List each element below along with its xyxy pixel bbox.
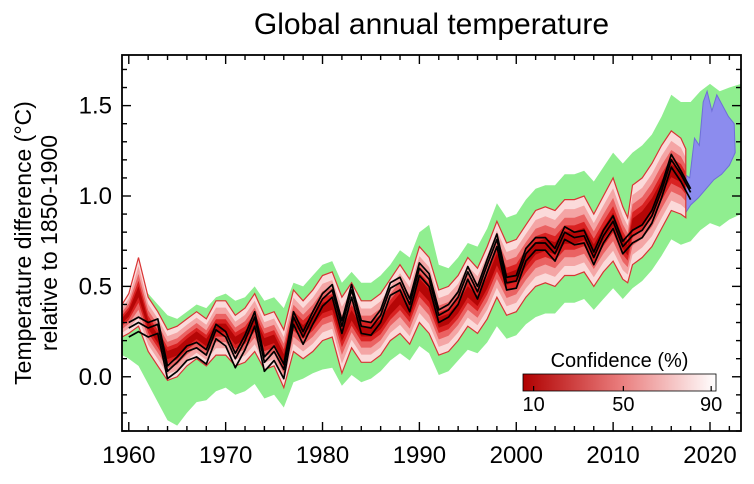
- observation-line-3: [128, 153, 692, 367]
- legend-tick-label-50: 50: [612, 394, 634, 416]
- legend-colorbar: [522, 373, 717, 392]
- legend-title: Confidence (%): [551, 350, 689, 372]
- legend-tick-label-90: 90: [700, 394, 722, 416]
- x-tick-label-1980: 1980: [296, 442, 349, 469]
- legend-tick-label-10: 10: [522, 394, 544, 416]
- x-tick-label-2000: 2000: [490, 442, 543, 469]
- projection-region-blue: [680, 89, 736, 216]
- confidence-band-red-level-1: [122, 140, 686, 381]
- y-tick-label-0.5: 0.5: [79, 273, 112, 300]
- y-tick-label-1.5: 1.5: [79, 93, 112, 120]
- y-tick-label-1: 1.0: [79, 183, 112, 210]
- x-tick-label-1970: 1970: [199, 442, 252, 469]
- plot-layers: [122, 83, 741, 426]
- x-tick-label-1990: 1990: [393, 442, 446, 469]
- chart-title: Global annual temperature: [253, 8, 610, 41]
- axes-frame: [121, 54, 742, 432]
- axis-ticks: [122, 55, 741, 432]
- y-tick-label-0: 0.0: [79, 364, 112, 391]
- x-tick-label-2010: 2010: [586, 442, 639, 469]
- observation-line-2: [128, 166, 692, 380]
- confidence-band-red-edge: [122, 130, 687, 390]
- x-tick-label-2020: 2020: [683, 442, 736, 469]
- observation-line-1: [128, 158, 692, 373]
- x-tick-label-1960: 1960: [102, 442, 155, 469]
